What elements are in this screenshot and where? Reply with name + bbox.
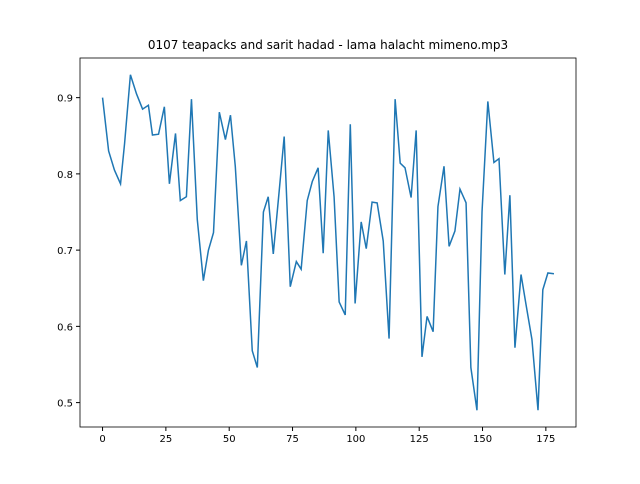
y-tick-label: 0.8 [57, 170, 73, 181]
y-tick-label: 0.9 [57, 94, 73, 105]
chart-title: 0107 teapacks and sarit hadad - lama hal… [148, 38, 508, 52]
data-line [101, 74, 555, 411]
x-tick-label: 150 [473, 434, 492, 445]
x-tick-label: 125 [410, 434, 429, 445]
y-tick-label: 0.7 [57, 246, 73, 257]
x-tick-label: 50 [223, 434, 236, 445]
y-tick-label: 0.5 [57, 399, 73, 410]
x-tick-label: 175 [536, 434, 555, 445]
x-tick-label: 25 [160, 434, 173, 445]
x-tick-label: 75 [286, 434, 299, 445]
x-tick-label: 0 [99, 434, 105, 445]
plot-frame [79, 57, 577, 428]
x-tick-label: 100 [346, 434, 365, 445]
y-tick-label: 0.6 [57, 322, 73, 333]
